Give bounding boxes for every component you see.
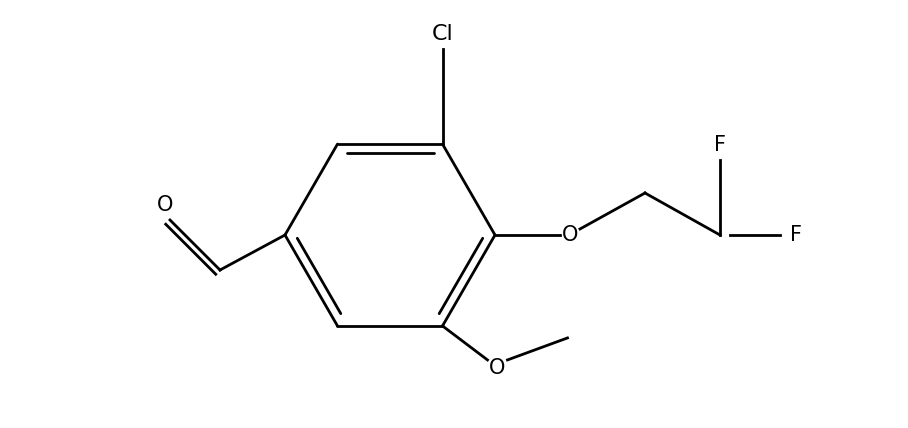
Text: O: O xyxy=(562,225,578,245)
Text: O: O xyxy=(157,195,173,215)
Text: F: F xyxy=(790,225,802,245)
Text: F: F xyxy=(714,135,726,155)
Text: O: O xyxy=(489,358,506,378)
Text: Cl: Cl xyxy=(431,24,453,44)
